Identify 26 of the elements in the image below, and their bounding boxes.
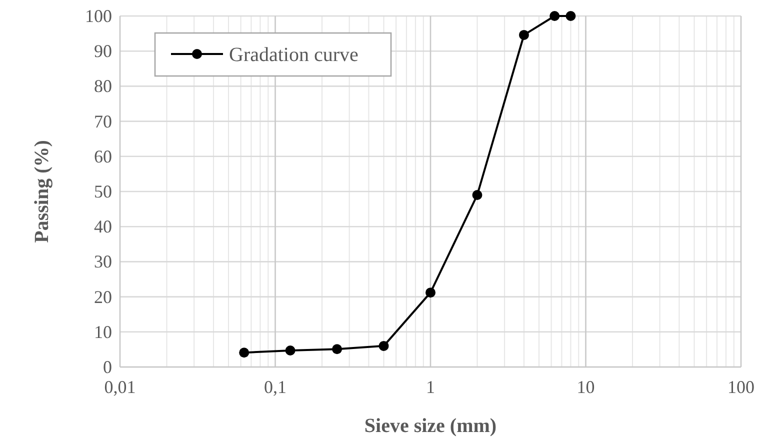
legend-label: Gradation curve	[229, 44, 359, 66]
x-axis-title: Sieve size (mm)	[364, 415, 497, 437]
point	[378, 340, 389, 351]
y-tick-label: 0	[103, 357, 112, 377]
y-tick-label: 30	[94, 252, 112, 272]
point	[332, 344, 342, 354]
x-tick-label: 0,01	[104, 377, 136, 397]
y-tick-label: 100	[85, 6, 112, 26]
point	[239, 348, 250, 358]
x-tick-label: 1	[426, 377, 435, 397]
x-tick-label: 0,1	[264, 377, 286, 397]
y-tick-label: 40	[94, 216, 112, 237]
y-axis-title: Passing (%)	[31, 140, 53, 243]
y-tick-label: 10	[94, 322, 112, 342]
x-tick-label: 100	[728, 377, 754, 397]
y-tick-label: 60	[94, 146, 112, 166]
y-tick-label: 70	[94, 111, 112, 132]
y-tick-label: 20	[94, 286, 112, 307]
point	[518, 30, 529, 40]
point	[285, 346, 296, 356]
point	[472, 190, 482, 200]
y-tick-label: 50	[94, 182, 112, 202]
x-tick-label: 10	[576, 377, 595, 397]
y-tick-label: 90	[94, 41, 112, 62]
point	[426, 288, 436, 298]
y-tick-label: 80	[94, 76, 112, 96]
